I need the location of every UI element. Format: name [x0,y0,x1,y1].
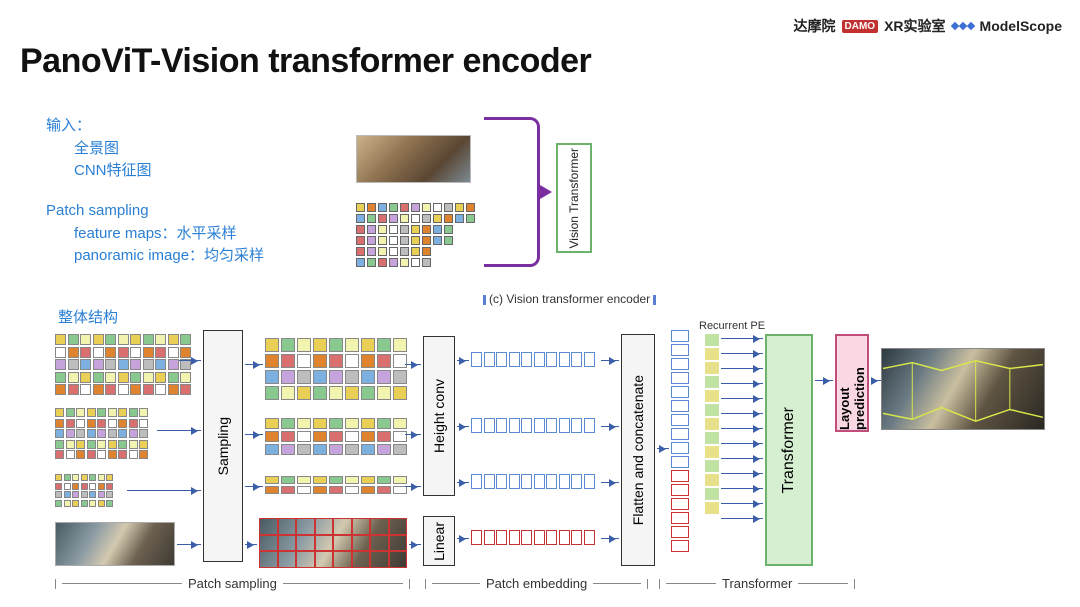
embedding-row-3 [471,474,595,489]
feature-map-1 [55,334,191,395]
vision-transformer-box: Vision Transformer [556,143,592,253]
arrow-icon [721,383,763,384]
arrow-icon [245,544,257,545]
arrow-icon [157,430,201,431]
arrow-icon [179,360,201,361]
bracket-icon [484,117,540,267]
damo-badge: DAMO [842,20,879,33]
arrow-icon [815,380,833,381]
embedding-row-1 [471,352,595,367]
input-item-2: CNN特征图 [74,160,152,183]
arrow-icon [405,486,421,487]
arrow-icon [601,360,619,361]
arrow-icon [457,360,469,361]
input-label: 输入： [46,115,152,138]
arrow-icon [721,473,763,474]
arch-caption: (c) Vision transformer encoder [480,292,659,306]
embedding-row-2 [471,418,595,433]
input-section: 输入： 全景图 CNN特征图 [46,115,152,183]
architecture-diagram: (c) Vision transformer encoder Sampling … [55,300,1055,590]
bracket-arrow-icon [540,185,552,199]
embedding-row-4 [471,530,595,545]
arrow-icon [245,364,263,365]
phase-transformer: Transformer [659,576,869,591]
arrow-icon [721,398,763,399]
height-conv-box: Height conv [423,336,455,496]
arrow-icon [721,338,763,339]
mini-feature-map [356,203,476,273]
ps-line-2: panoramic image：均匀采样 [74,245,264,268]
arrow-icon [127,490,201,491]
modelscope-text: ModelScope [980,18,1062,34]
arrow-icon [457,482,469,483]
damo-text: 达摩院 [794,16,836,36]
layout-edges-icon [882,349,1044,429]
vision-transformer-label: Vision Transformer [567,148,581,248]
sampling-box: Sampling [203,330,243,562]
sampled-map-2 [265,418,407,455]
feature-map-2 [55,408,148,459]
output-panorama [881,348,1045,430]
arrow-icon [457,426,469,427]
modelscope-icon [952,23,974,29]
flatten-box: Flatten and concatenate [621,334,655,566]
phase-patch-embedding: Patch embedding [425,576,653,591]
sampled-panorama [259,518,407,568]
recurrent-pe-label: Recurrent PE [699,320,765,332]
arrow-icon [721,428,763,429]
arrow-icon [721,443,763,444]
arrow-icon [601,482,619,483]
arrow-icon [721,503,763,504]
arrow-icon [721,413,763,414]
transformer-box: Transformer [765,334,813,566]
arrow-icon [405,364,421,365]
feature-map-3 [55,474,113,507]
arrow-icon [177,544,201,545]
sampled-map-3 [265,476,407,494]
layout-prediction-box: Layout prediction [835,334,869,432]
ps-label: Patch sampling [46,200,264,223]
sampled-map-1 [265,338,407,400]
panorama-input [55,522,175,566]
header-logos: 达摩院 DAMO XR实验室 ModelScope [794,16,1062,36]
concat-tokens [671,330,689,552]
arrow-icon [409,544,421,545]
arrow-icon [721,488,763,489]
linear-box: Linear [423,516,455,566]
input-item-1: 全景图 [74,138,152,161]
arrow-icon [721,518,763,519]
patch-sampling-section: Patch sampling feature maps：水平采样 panoram… [46,200,264,268]
arrow-icon [405,434,421,435]
arrow-icon [721,353,763,354]
arrow-icon [657,448,669,449]
arrow-icon [457,538,469,539]
pe-column [705,334,719,514]
mini-diagram: Vision Transformer [356,125,636,295]
arrow-icon [721,368,763,369]
page-title: PanoViT-Vision transformer encoder [20,42,591,81]
arrow-icon [871,380,881,381]
mini-panorama-image [356,135,471,183]
ps-line-1: feature maps：水平采样 [74,223,264,246]
arrow-icon [601,538,619,539]
arrow-icon [245,486,263,487]
arrow-icon [601,426,619,427]
phase-patch-sampling: Patch sampling [55,576,415,591]
xr-lab-text: XR实验室 [884,16,945,36]
arrow-icon [721,458,763,459]
arrow-icon [245,434,263,435]
